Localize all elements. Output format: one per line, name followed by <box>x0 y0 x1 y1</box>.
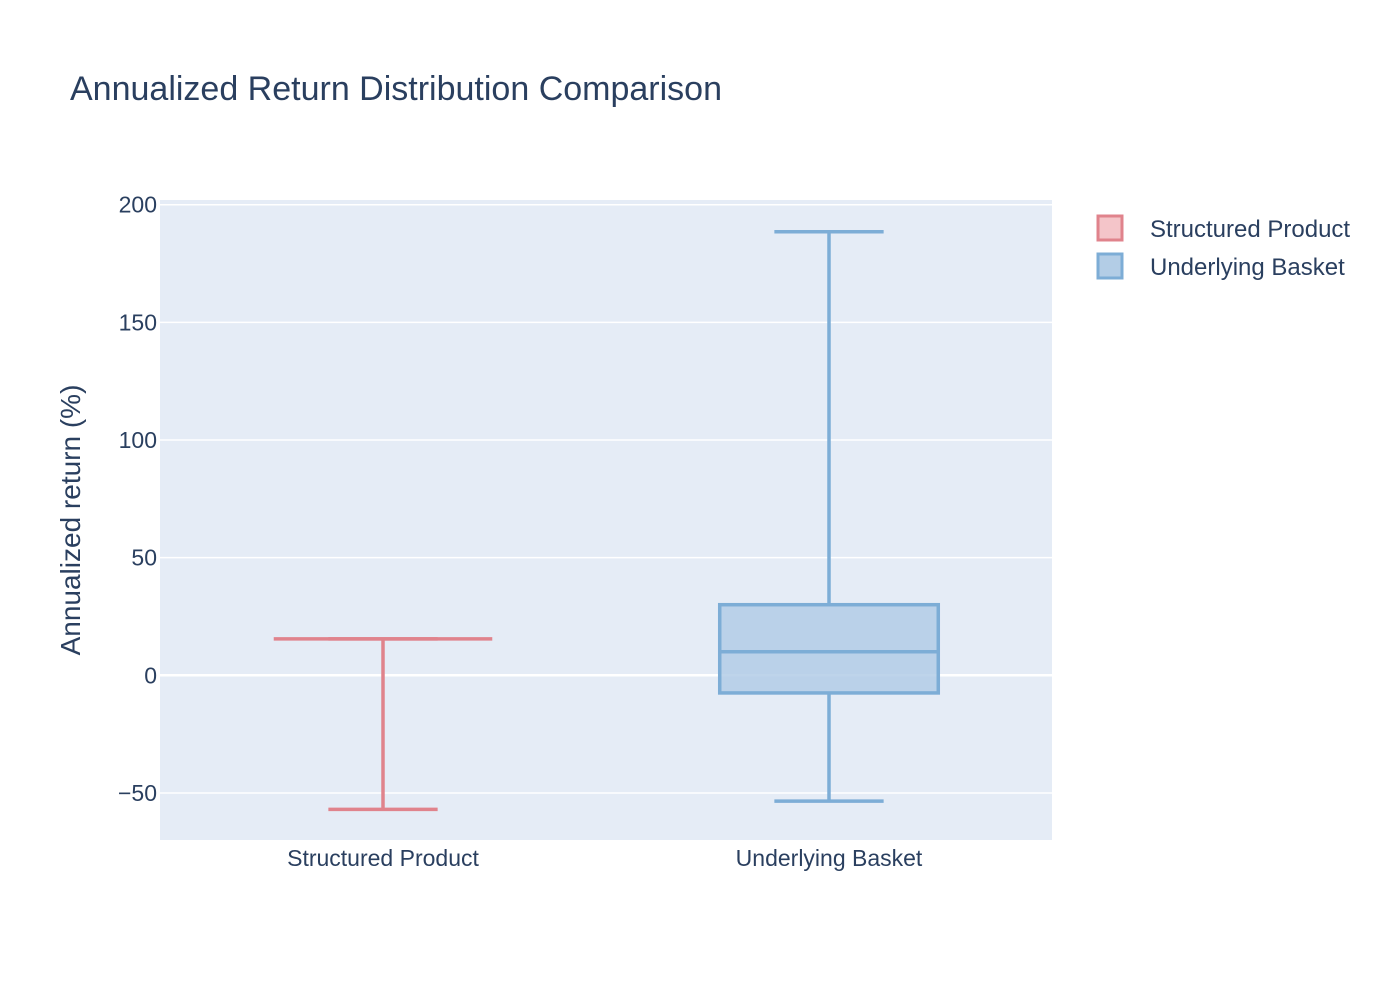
box-trace <box>273 637 493 812</box>
box-trace <box>717 230 941 803</box>
chart-title: Annualized Return Distribution Compariso… <box>70 70 722 108</box>
plot-area <box>160 200 1052 840</box>
legend-item[interactable]: Structured Product <box>1096 214 1350 243</box>
y-axis-ticks: −50 0 50 100 150 200 <box>118 192 157 806</box>
legend-item[interactable]: Underlying Basket <box>1096 252 1345 281</box>
y-axis-title: Annualized return (%) <box>55 385 86 656</box>
legend-swatch <box>1096 252 1124 280</box>
legend-swatch <box>1096 214 1124 242</box>
y-tick-label: 100 <box>119 427 157 453</box>
iqr-box <box>717 602 941 695</box>
x-tick-label: Structured Product <box>287 845 479 871</box>
y-tick-label: −50 <box>118 780 157 806</box>
y-tick-label: 0 <box>144 662 157 688</box>
legend-label: Underlying Basket <box>1150 254 1345 281</box>
box-series <box>273 230 941 812</box>
x-tick-label: Underlying Basket <box>736 845 923 871</box>
y-tick-label: 200 <box>119 192 157 218</box>
legend[interactable]: Structured Product Underlying Basket <box>1096 214 1350 281</box>
y-tick-label: 50 <box>131 545 157 571</box>
x-axis-ticks: Structured Product Underlying Basket <box>287 845 923 871</box>
y-tick-label: 150 <box>119 309 157 335</box>
legend-label: Structured Product <box>1150 216 1350 243</box>
